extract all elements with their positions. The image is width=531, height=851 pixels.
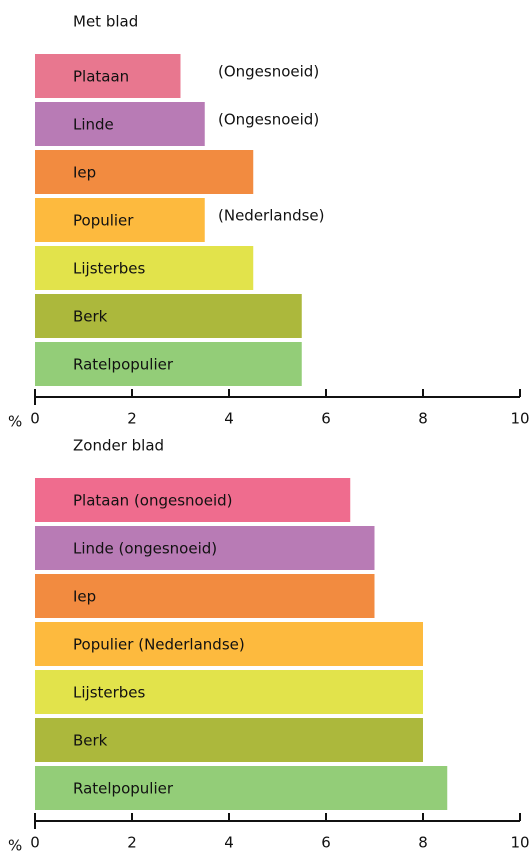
x-tick-label: 10 xyxy=(510,410,529,428)
bar-label: Lijsterbes xyxy=(73,260,146,278)
annotation: (Ongesnoeid) xyxy=(218,63,319,81)
bar xyxy=(35,622,423,666)
x-axis-label: % xyxy=(8,413,22,431)
bar xyxy=(35,54,181,98)
bar xyxy=(35,766,448,810)
x-tick-label: 8 xyxy=(418,410,428,428)
bar-label: Iep xyxy=(73,588,96,606)
bar xyxy=(35,526,375,570)
bar xyxy=(35,246,254,290)
x-tick-label: 2 xyxy=(127,834,137,851)
bar-label: Berk xyxy=(73,732,108,750)
annotation: (Nederlandse) xyxy=(218,207,325,225)
bar xyxy=(35,102,205,146)
x-axis-label: % xyxy=(8,837,22,851)
bar xyxy=(35,198,205,242)
annotation: (Ongesnoeid) xyxy=(218,111,319,129)
x-tick-label: 6 xyxy=(321,834,331,851)
bar-label: Linde xyxy=(73,116,114,134)
bar-label: Plataan xyxy=(73,68,129,86)
x-tick-label: 10 xyxy=(510,834,529,851)
chart-title: Zonder blad xyxy=(73,437,164,455)
bar-label: Iep xyxy=(73,164,96,182)
bar xyxy=(35,342,302,386)
bar-label: Ratelpopulier xyxy=(73,780,174,798)
x-tick-label: 6 xyxy=(321,410,331,428)
bar-label: Populier (Nederlandse) xyxy=(73,636,245,654)
bar-label: Berk xyxy=(73,308,108,326)
x-tick-label: 0 xyxy=(30,834,40,851)
bar-label: Populier xyxy=(73,212,134,230)
x-tick-label: 8 xyxy=(418,834,428,851)
x-tick-label: 4 xyxy=(224,410,234,428)
bar xyxy=(35,294,302,338)
bar-label: Ratelpopulier xyxy=(73,356,174,374)
bar xyxy=(35,670,423,714)
bar xyxy=(35,574,375,618)
bar xyxy=(35,150,254,194)
x-tick-label: 0 xyxy=(30,410,40,428)
x-tick-label: 4 xyxy=(224,834,234,851)
bar-label: Lijsterbes xyxy=(73,684,146,702)
bar-label: Plataan (ongesnoeid) xyxy=(73,492,233,510)
x-tick-label: 2 xyxy=(127,410,137,428)
bar xyxy=(35,478,351,522)
bar-label: Linde (ongesnoeid) xyxy=(73,540,217,558)
chart-title: Met blad xyxy=(73,13,138,31)
bar xyxy=(35,718,423,762)
